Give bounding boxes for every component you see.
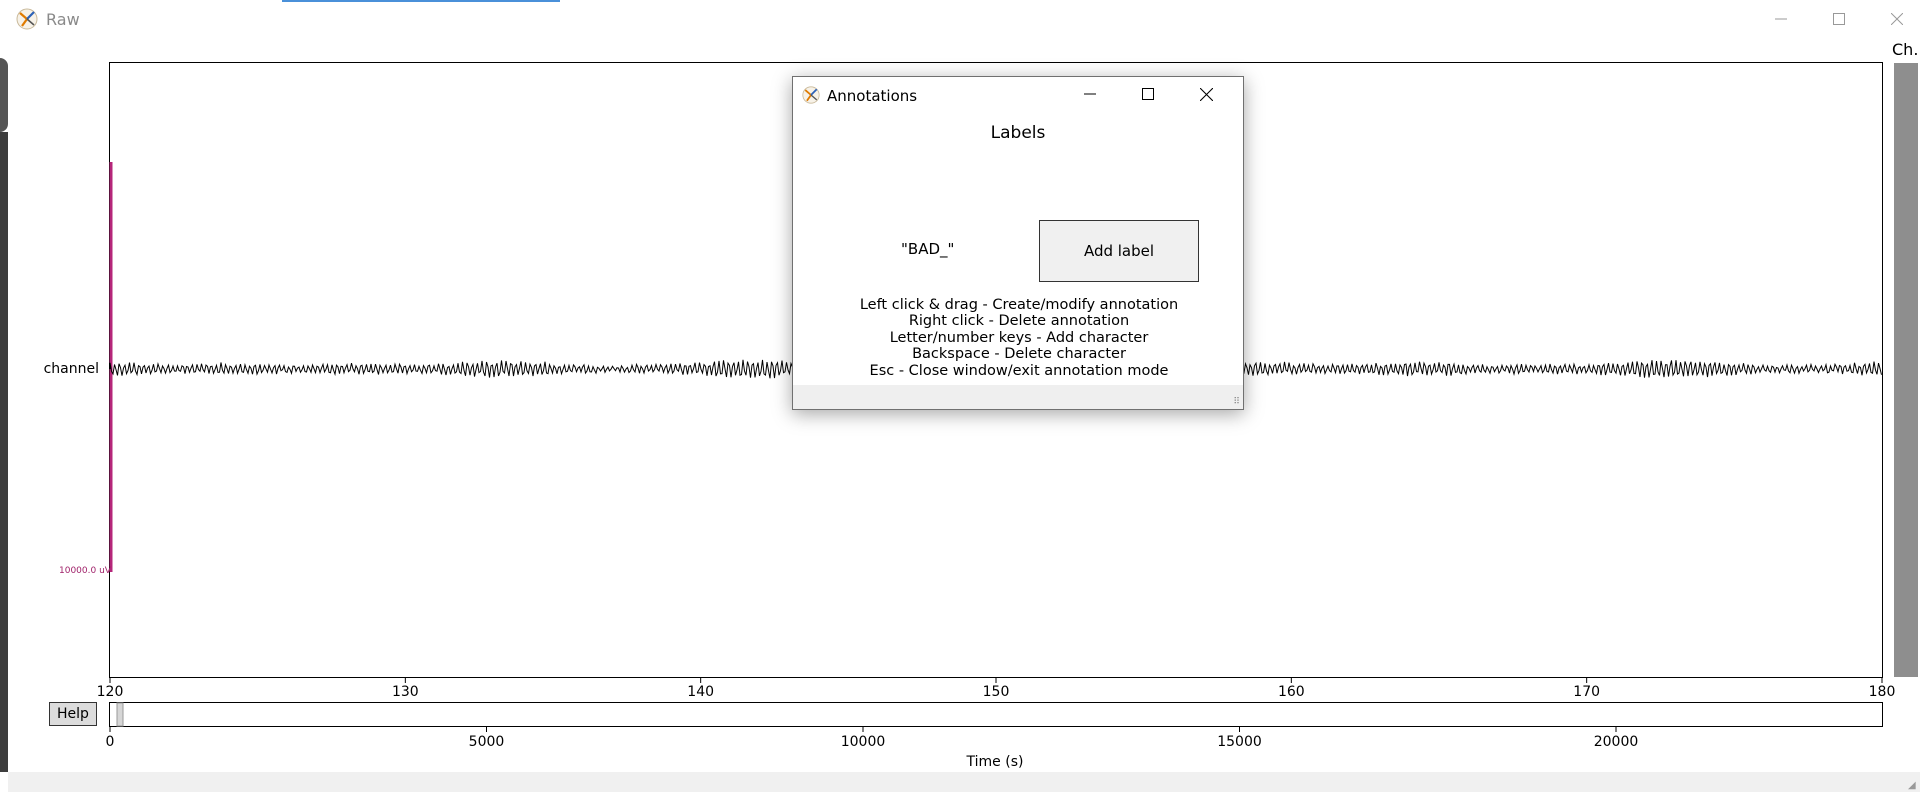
- minimize-icon: [1775, 18, 1787, 20]
- window-resize-grip[interactable]: ◢: [1908, 780, 1916, 791]
- current-label-text: "BAD_": [901, 240, 955, 258]
- maximize-icon: [1142, 88, 1154, 100]
- help-line: Left click & drag - Create/modify annota…: [859, 297, 1179, 313]
- dialog-close-button[interactable]: [1177, 77, 1235, 111]
- time-tick-label: 140: [687, 684, 715, 700]
- dialog-resize-grip[interactable]: ⠿: [1233, 397, 1240, 407]
- app-icon: [802, 86, 820, 104]
- dialog-maximize-button[interactable]: [1119, 77, 1177, 111]
- annotations-dialog: Annotations Labels "BAD_" Add label Left…: [792, 76, 1244, 410]
- help-button[interactable]: Help: [49, 702, 97, 726]
- close-window-button[interactable]: [1868, 0, 1920, 38]
- minimize-icon: [1084, 93, 1096, 95]
- close-icon: [1891, 13, 1903, 25]
- time-tick-label: 130: [391, 684, 419, 700]
- help-line: Backspace - Delete character: [912, 346, 1126, 363]
- app-icon: [16, 8, 38, 30]
- channel-scrollbar[interactable]: [1894, 63, 1918, 677]
- background-window-edge: [0, 58, 8, 132]
- overview-tick-label: 0: [105, 734, 115, 750]
- overview-tick-label: 10000: [840, 734, 886, 750]
- dialog-title: Annotations: [827, 87, 918, 105]
- time-tick-label: 180: [1868, 684, 1896, 700]
- close-icon: [1199, 87, 1213, 101]
- time-tick-label: 150: [982, 684, 1010, 700]
- time-axis-ticks: [109, 678, 1883, 683]
- help-line: Esc - Close window/exit annotation mode: [869, 362, 1169, 379]
- help-line: Right click - Delete annotation: [908, 313, 1130, 330]
- channel-panel-label: Ch.: [1892, 40, 1919, 59]
- window-titlebar: Raw: [0, 0, 1920, 38]
- minimize-button[interactable]: [1752, 0, 1810, 38]
- annotation-help-text: Left click & drag - Create/modify annota…: [793, 297, 1245, 379]
- taskbar-highlight: [282, 0, 560, 2]
- x-axis-title: Time (s): [966, 754, 1024, 770]
- help-line: Letter/number keys - Add character: [889, 329, 1149, 346]
- labels-heading: Labels: [990, 123, 1046, 143]
- time-overview-bar[interactable]: [109, 702, 1883, 727]
- background-window-edge-lower: [0, 132, 8, 772]
- overview-tick-label: 5000: [468, 734, 505, 750]
- dialog-minimize-button[interactable]: [1061, 77, 1119, 111]
- maximize-button[interactable]: [1810, 0, 1868, 38]
- time-tick-label: 160: [1277, 684, 1305, 700]
- maximize-icon: [1833, 13, 1845, 25]
- overview-axis-ticks: [109, 727, 1617, 732]
- overview-tick-label: 15000: [1217, 734, 1262, 750]
- time-overview-window[interactable]: [116, 702, 124, 727]
- time-tick-label: 170: [1573, 684, 1601, 700]
- overview-tick-label: 20000: [1593, 734, 1639, 750]
- time-tick-label: 120: [96, 684, 124, 700]
- scale-label: 10000.0 uV: [59, 566, 111, 576]
- dialog-footer: ⠿: [793, 385, 1243, 409]
- channel-name-label[interactable]: channel: [43, 361, 99, 377]
- add-label-button[interactable]: Add label: [1039, 220, 1199, 282]
- status-bar: [8, 772, 1920, 792]
- window-title: Raw: [46, 10, 80, 29]
